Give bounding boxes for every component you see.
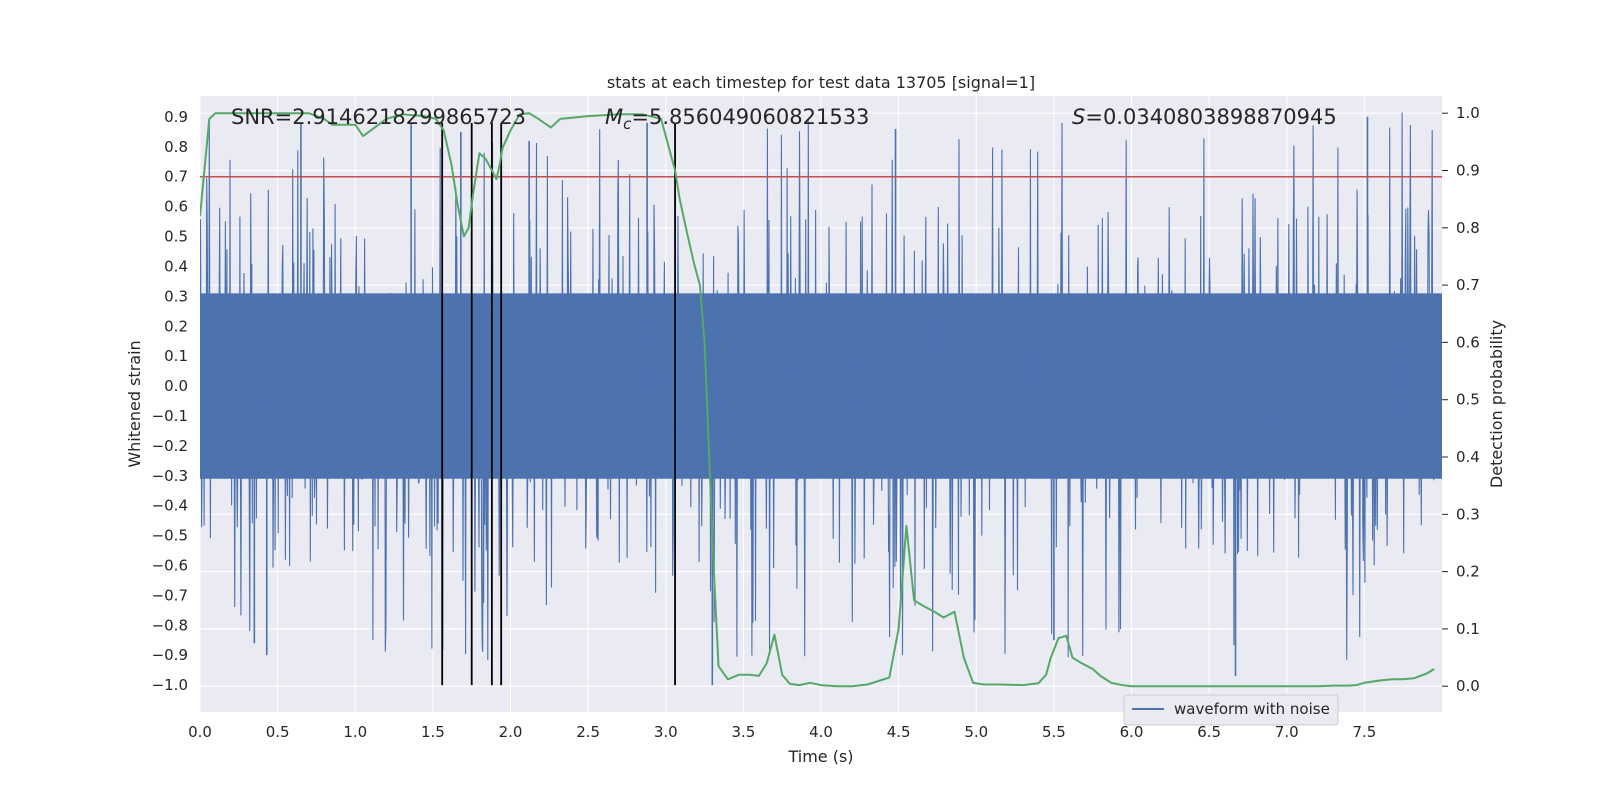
y-left-tick-label: 0.2: [164, 317, 188, 335]
y-left-tick-label: −0.2: [152, 437, 188, 455]
waveform-line: [200, 112, 1442, 661]
y-right-tick-label: 0.4: [1456, 448, 1480, 466]
chart-title: stats at each timestep for test data 137…: [607, 73, 1035, 92]
y-left-tick-labels: 0.9 0.8 0.7 0.6 0.5 0.4 0.3 0.2 0.1 0.0 −0.1 −0.2 −0…: [152, 108, 188, 694]
x-tick-label: 3.0: [654, 723, 678, 741]
y-left-tick-label: 0.8: [164, 138, 188, 156]
y-left-tick-label: 0.1: [164, 347, 188, 365]
x-axis-label: Time (s): [787, 747, 853, 766]
x-tick-label: 2.5: [576, 723, 600, 741]
y-left-tick-label: 0.4: [164, 257, 188, 275]
x-tick-label: 3.5: [731, 723, 755, 741]
x-tick-label: 5.5: [1042, 723, 1066, 741]
x-tick-label: 0.5: [266, 723, 290, 741]
y-left-tick-label: −0.7: [152, 586, 188, 604]
x-tick-label: 1.0: [343, 723, 367, 741]
y-right-tick-label: 0.5: [1456, 391, 1480, 409]
chirp-mass-symbol: M: [605, 105, 623, 129]
y-left-tick-label: 0.3: [164, 287, 188, 305]
y-left-tick-label: −1.0: [152, 676, 188, 694]
x-tick-label: 4.5: [887, 723, 911, 741]
y-left-tick-label: 0.0: [164, 377, 188, 395]
x-tick-label: 6.0: [1120, 723, 1144, 741]
x-tick-label: 7.5: [1352, 723, 1376, 741]
y-left-tick-label: 0.5: [164, 228, 188, 246]
chirp-mass-annotation: Mc=5.856049060821533: [605, 105, 869, 133]
y-left-tick-label: 0.9: [164, 108, 188, 126]
y-left-tick-label: 0.6: [164, 198, 188, 216]
y-right-tick-label: 0.6: [1456, 333, 1480, 351]
x-tick-label: 0.0: [188, 723, 212, 741]
y-right-tick-label: 0.1: [1456, 620, 1480, 638]
y-right-tick-label: 0.9: [1456, 161, 1480, 179]
y-left-tick-label: −0.4: [152, 497, 188, 515]
y-left-tick-label: −0.9: [152, 646, 188, 664]
legend: waveform with noise: [1123, 694, 1339, 726]
y-right-tick-label: 0.7: [1456, 276, 1480, 294]
legend-box: [1123, 694, 1339, 726]
s-value: =0.0340803898870945: [1085, 105, 1336, 129]
y-left-tick-label: 0.7: [164, 168, 188, 186]
y-right-tick-labels: 1.0 0.9 0.8 0.7 0.6 0.5 0.4 0.3 0.2 0.1 0.0: [1442, 104, 1480, 695]
y-right-tick-label: 0.3: [1456, 505, 1480, 523]
vertical-markers: [441, 122, 676, 686]
y-right-tick-label: 0.2: [1456, 563, 1480, 581]
y-right-tick-label: 0.0: [1456, 677, 1480, 695]
x-tick-label: 7.0: [1275, 723, 1299, 741]
s-annotation: S=0.0340803898870945: [1072, 105, 1337, 129]
chirp-mass-value: =5.856049060821533: [631, 105, 869, 129]
x-tick-labels: 0.0 0.5 1.0 1.5 2.0 2.5 3.0 3.5 4.0 4.5 5.0 5.5 6.0 6…: [188, 723, 1376, 741]
legend-label: waveform with noise: [1174, 700, 1330, 718]
y-left-tick-label: −0.5: [152, 527, 188, 545]
y-left-tick-label: −0.6: [152, 556, 188, 574]
probability-series: [200, 112, 1435, 688]
s-symbol: S: [1072, 105, 1085, 129]
y-left-tick-label: −0.1: [152, 407, 188, 425]
x-tick-label: 2.0: [499, 723, 523, 741]
y-right-axis-label: Detection probability: [1487, 320, 1506, 488]
y-left-tick-label: −0.3: [152, 467, 188, 485]
y-right-tick-label: 0.8: [1456, 219, 1480, 237]
y-left-tick-label: −0.8: [152, 616, 188, 634]
x-tick-label: 1.5: [421, 723, 445, 741]
chirp-mass-subscript: c: [623, 115, 632, 133]
x-tick-label: 5.0: [964, 723, 988, 741]
x-tick-label: 6.5: [1197, 723, 1221, 741]
probability-line: [200, 112, 1435, 688]
snr-annotation: SNR=2.9146218299865723: [231, 105, 526, 129]
waveform-series: [200, 112, 1442, 686]
y-right-tick-label: 1.0: [1456, 104, 1480, 122]
y-left-axis-label: Whitened strain: [125, 340, 144, 467]
x-tick-label: 4.0: [809, 723, 833, 741]
